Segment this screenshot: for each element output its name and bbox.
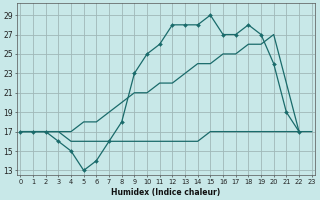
X-axis label: Humidex (Indice chaleur): Humidex (Indice chaleur) [111, 188, 221, 197]
